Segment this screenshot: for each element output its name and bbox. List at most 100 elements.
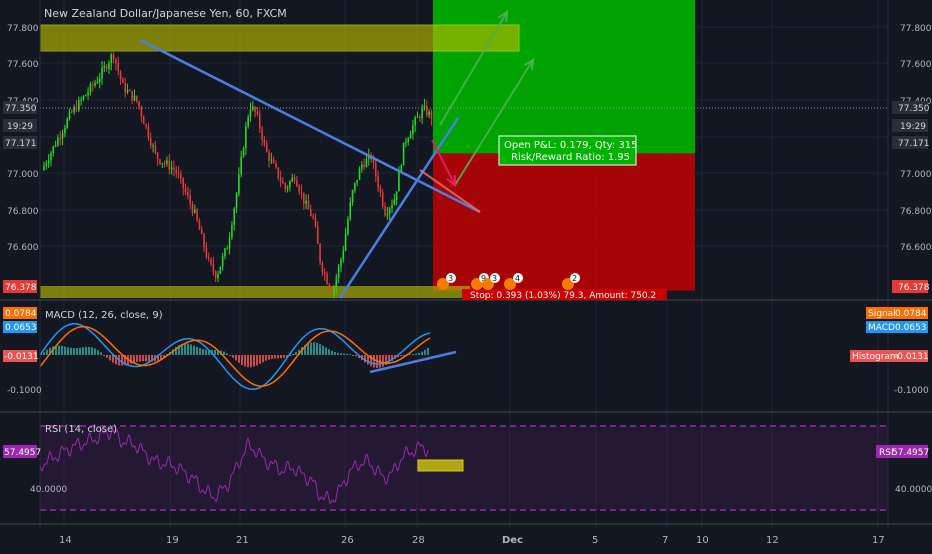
macd-histogram-bar — [115, 355, 117, 365]
candle-body — [426, 105, 428, 116]
candle-body — [337, 266, 340, 278]
candle-body — [268, 151, 270, 161]
price-axis-label: 77.000 — [900, 170, 932, 180]
candle-body — [219, 266, 222, 274]
macd-histogram-bar — [217, 350, 219, 355]
candle-body — [154, 145, 157, 153]
macd-histogram-bar — [400, 355, 402, 356]
macd-histogram-bar — [307, 343, 309, 355]
macd-histogram-bar — [388, 355, 390, 363]
macd-histogram-bar — [412, 354, 414, 355]
macd-tag-left — [3, 321, 37, 333]
candle-body — [391, 204, 393, 209]
macd-histogram-bar — [121, 355, 123, 366]
macd-divergence-line[interactable] — [369, 350, 457, 374]
candle-body — [82, 96, 85, 100]
countdown-tag-right — [892, 119, 928, 132]
macd-histogram-bar — [289, 355, 291, 356]
event-count: 2 — [572, 274, 577, 283]
last-price-tag-right — [892, 101, 928, 114]
macd-histogram-bar — [247, 355, 249, 368]
macd-histogram-bar — [226, 353, 228, 355]
forecast-arrow[interactable] — [454, 59, 534, 186]
candle-body — [310, 209, 312, 217]
level-text-left: 77.171 — [5, 139, 37, 149]
candle-body — [240, 156, 242, 175]
candle-body — [221, 256, 224, 267]
projection-line[interactable] — [419, 169, 481, 213]
price-axis-label: 77.000 — [7, 170, 39, 180]
event-count: 4 — [515, 274, 520, 283]
candle-body — [54, 145, 57, 147]
candle-body — [395, 191, 398, 200]
candle-body — [305, 200, 307, 204]
macd-histogram-bar — [235, 355, 237, 361]
last-price-text-left: 77.350 — [5, 104, 37, 114]
macd-histogram-bar — [49, 347, 51, 355]
event-badge — [513, 273, 523, 283]
countdown-text-left: 19:29 — [7, 122, 33, 132]
candle-body — [358, 168, 361, 180]
target-zone — [433, 0, 695, 154]
macd-histogram-bar — [199, 348, 201, 355]
candle-body — [289, 181, 291, 188]
candle-body — [282, 181, 284, 184]
last-price-tag-left — [3, 101, 37, 114]
macd-histogram-bar — [349, 354, 351, 355]
macd-histogram-bar — [184, 343, 186, 355]
candle-body — [196, 209, 198, 221]
time-tick: 17 — [872, 535, 885, 546]
ascending-trendline[interactable] — [338, 117, 460, 299]
level-tag-left — [3, 136, 37, 149]
candle-body — [161, 163, 164, 165]
event-marker-icon[interactable] — [504, 278, 516, 290]
candle-body — [45, 163, 48, 166]
price-axis-label: 77.800 — [900, 24, 932, 34]
candle-body — [261, 128, 263, 140]
macd-histogram-bar — [427, 347, 429, 355]
macd-histogram-bar — [112, 355, 114, 363]
candle-body — [231, 224, 233, 238]
candle-body — [149, 137, 152, 146]
candle-body — [249, 109, 252, 117]
candle-body — [205, 247, 208, 258]
event-markers[interactable]: 3 9 3 4 2 — [437, 273, 580, 290]
macd-histogram-bar — [82, 347, 84, 355]
position-labels[interactable]: Open P&L: 0.179, Qty: 315 Risk/Reward Ra… — [462, 135, 667, 301]
arrow-head — [446, 174, 457, 188]
candle-body — [351, 190, 354, 203]
candle-body — [393, 199, 396, 205]
forecast-arrow[interactable] — [439, 11, 508, 126]
candle-body — [349, 202, 352, 220]
macd-histogram-bar — [172, 349, 174, 355]
macd-legend: MACD — [868, 323, 895, 333]
macd-histogram-bar — [181, 343, 183, 355]
macd-tag-right — [866, 321, 928, 333]
drawings-layer[interactable] — [139, 10, 535, 472]
candle-body — [423, 105, 426, 109]
macd-histogram-bar — [94, 348, 96, 355]
macd-histogram-bar — [391, 355, 393, 361]
time-tick: Dec — [502, 535, 523, 546]
macd-histogram-bar — [397, 355, 399, 358]
event-count: 3 — [492, 274, 497, 283]
macd-histogram-bar — [319, 343, 321, 355]
candle-body — [379, 187, 382, 193]
rsi-highlight-box[interactable] — [417, 459, 464, 472]
candle-body — [421, 108, 423, 119]
macd-histogram-bar — [244, 355, 246, 367]
candle-body — [131, 90, 133, 101]
rsi-axis-label-right: 40.0000 — [895, 485, 932, 495]
macd-histogram-bar — [157, 355, 159, 361]
macd-histogram-bar — [403, 355, 405, 356]
macd-histogram-bar — [103, 355, 105, 356]
event-marker-icon[interactable] — [437, 278, 449, 290]
candle-body — [398, 171, 400, 192]
forecast-arrow[interactable] — [431, 139, 456, 186]
candle-body — [354, 182, 356, 191]
macd-histogram-bar — [190, 344, 192, 355]
macd-histogram-bar — [292, 354, 294, 355]
descending-trendline[interactable] — [139, 38, 481, 214]
